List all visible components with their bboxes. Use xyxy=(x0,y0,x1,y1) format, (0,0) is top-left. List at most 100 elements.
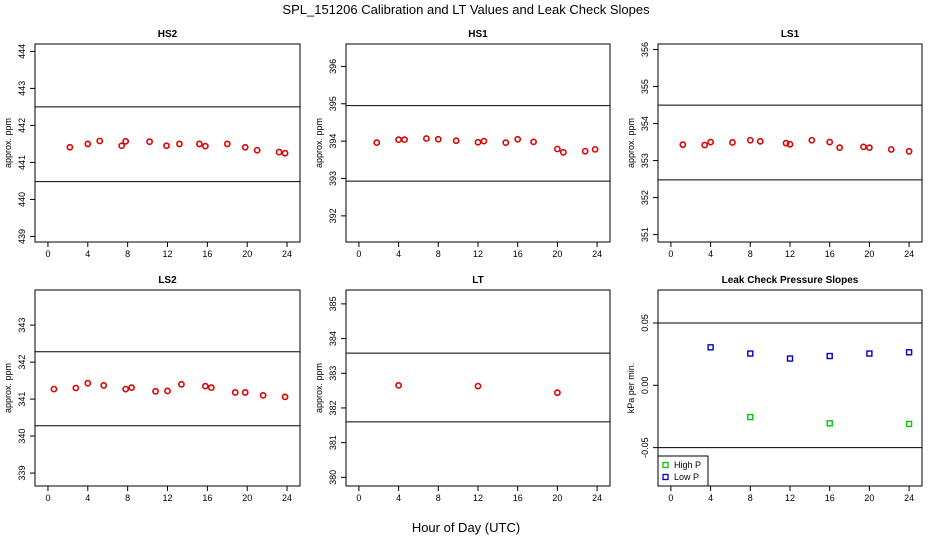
data-point xyxy=(581,147,589,155)
data-point xyxy=(201,382,209,390)
y-tick-label: 340 xyxy=(17,429,27,444)
x-tick-label: 16 xyxy=(202,249,212,259)
x-tick-label: 12 xyxy=(785,493,795,503)
y-tick-label: 440 xyxy=(17,192,27,207)
data-point xyxy=(905,147,913,155)
x-tick-label: 24 xyxy=(592,493,602,503)
y-tick-label: 441 xyxy=(17,155,27,170)
x-tick-label: 0 xyxy=(356,493,361,503)
data-point xyxy=(118,142,126,150)
x-tick-label: 24 xyxy=(592,249,602,259)
data-point xyxy=(826,352,833,360)
legend-box xyxy=(657,455,709,487)
x-tick-label: 16 xyxy=(825,493,835,503)
data-point xyxy=(553,389,561,397)
y-tick-label: 442 xyxy=(17,118,27,133)
y-tick-label: 339 xyxy=(17,466,27,481)
data-point xyxy=(559,148,567,156)
x-tick-label: 20 xyxy=(552,249,562,259)
x-tick-label: 20 xyxy=(242,493,252,503)
data-point xyxy=(164,387,171,395)
plot-frame xyxy=(657,43,923,243)
x-tick-label: 0 xyxy=(45,249,50,259)
data-point xyxy=(474,138,482,146)
data-point xyxy=(729,139,736,146)
y-tick-label: 385 xyxy=(328,296,338,311)
data-point xyxy=(434,135,442,143)
chart-panel: LT 0 4 8 12 16 20 24 380 381 382 383 384 385 approx. p… xyxy=(314,275,611,503)
data-point xyxy=(422,135,430,142)
x-tick-label: 24 xyxy=(282,249,292,259)
data-point xyxy=(591,145,599,153)
y-tick-label: 381 xyxy=(328,435,338,450)
figure-x-axis-label: Hour of Day (UTC) xyxy=(412,520,520,535)
chart-panel: LS1 0 4 8 12 16 20 24 351 352 353 354 355 356 approx. … xyxy=(626,29,923,259)
y-axis-label: kPa per min. xyxy=(626,363,636,414)
data-point xyxy=(241,389,249,396)
data-point xyxy=(746,136,754,144)
data-point xyxy=(395,136,403,144)
x-tick-label: 8 xyxy=(436,493,441,503)
figure-title: SPL_151206 Calibration and LT Values and… xyxy=(282,2,650,17)
y-tick-label: -0.05 xyxy=(640,437,650,458)
y-tick-label: 395 xyxy=(328,96,338,111)
x-tick-label: 8 xyxy=(436,249,441,259)
data-point xyxy=(122,385,130,393)
data-point xyxy=(253,146,261,154)
x-tick-label: 20 xyxy=(552,493,562,503)
data-point xyxy=(207,384,215,392)
data-point xyxy=(223,140,231,148)
y-tick-label: 356 xyxy=(640,42,650,57)
x-tick-label: 12 xyxy=(473,249,483,259)
y-tick-label: 353 xyxy=(640,153,650,168)
data-point xyxy=(905,420,913,428)
panel-title: Leak Check Pressure Slopes xyxy=(722,275,859,286)
x-tick-label: 20 xyxy=(242,249,252,259)
data-point xyxy=(128,384,136,392)
chart-panel: HS2 0 4 8 12 16 20 24 439 440 441 442 443 444 approx. … xyxy=(3,29,301,259)
y-tick-label: 342 xyxy=(17,355,27,370)
x-tick-label: 16 xyxy=(825,249,835,259)
data-point xyxy=(122,137,130,145)
x-tick-label: 4 xyxy=(396,249,401,259)
y-axis-label: approx. ppm xyxy=(314,118,324,168)
y-tick-label: 341 xyxy=(17,392,27,407)
data-point xyxy=(84,379,92,387)
data-point xyxy=(905,349,913,356)
data-point xyxy=(786,140,794,148)
data-point xyxy=(275,148,283,156)
data-point xyxy=(474,382,482,390)
y-axis-label: approx. ppm xyxy=(626,118,636,168)
data-point xyxy=(786,355,794,362)
x-tick-label: 0 xyxy=(668,493,673,503)
data-point xyxy=(96,137,104,145)
data-point xyxy=(865,144,873,152)
x-tick-label: 24 xyxy=(904,493,914,503)
data-point xyxy=(679,141,687,149)
x-tick-label: 8 xyxy=(125,249,130,259)
y-tick-label: 383 xyxy=(328,366,338,381)
data-point xyxy=(756,137,764,145)
y-tick-label: 380 xyxy=(328,470,338,485)
x-tick-label: 8 xyxy=(748,493,753,503)
x-tick-label: 12 xyxy=(473,493,483,503)
y-tick-label: 396 xyxy=(328,59,338,74)
y-tick-label: 352 xyxy=(640,190,650,205)
x-tick-label: 24 xyxy=(282,493,292,503)
legend-marker xyxy=(662,473,669,481)
data-point xyxy=(452,137,460,145)
panel-title: HS1 xyxy=(468,29,488,40)
data-point xyxy=(163,142,170,150)
data-point xyxy=(72,384,80,392)
data-point xyxy=(782,139,790,147)
data-point xyxy=(281,393,289,401)
data-point xyxy=(707,138,715,146)
x-tick-label: 12 xyxy=(162,493,172,503)
data-point xyxy=(66,143,74,151)
data-point xyxy=(826,420,833,427)
legend-label: High P xyxy=(674,460,701,470)
y-tick-label: 0.05 xyxy=(640,314,650,332)
data-point xyxy=(808,136,816,144)
